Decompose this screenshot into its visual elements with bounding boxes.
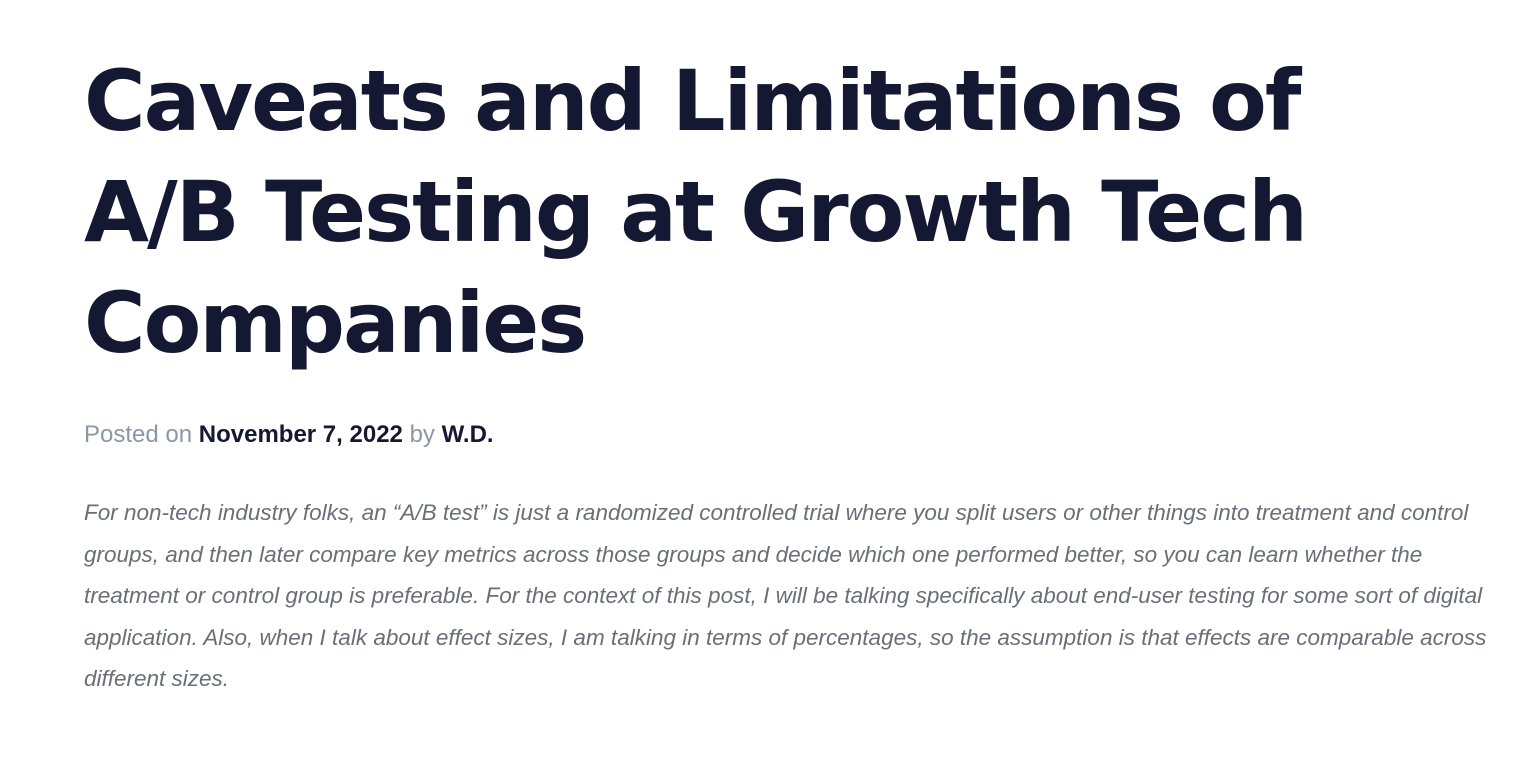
- posted-on-label: Posted on: [84, 421, 193, 448]
- by-label: by: [409, 421, 435, 448]
- post-meta: Posted on November 7, 2022 by W.D.: [84, 419, 1494, 451]
- post-intro-paragraph: For non-tech industry folks, an “A/B tes…: [84, 500, 1487, 691]
- author-link[interactable]: W.D.: [441, 421, 494, 448]
- post-date-link[interactable]: November 7, 2022: [198, 421, 403, 448]
- blog-post: Caveats and Limitations of A/B Testing a…: [84, 46, 1494, 722]
- post-title: Caveats and Limitations of A/B Testing a…: [84, 52, 1308, 372]
